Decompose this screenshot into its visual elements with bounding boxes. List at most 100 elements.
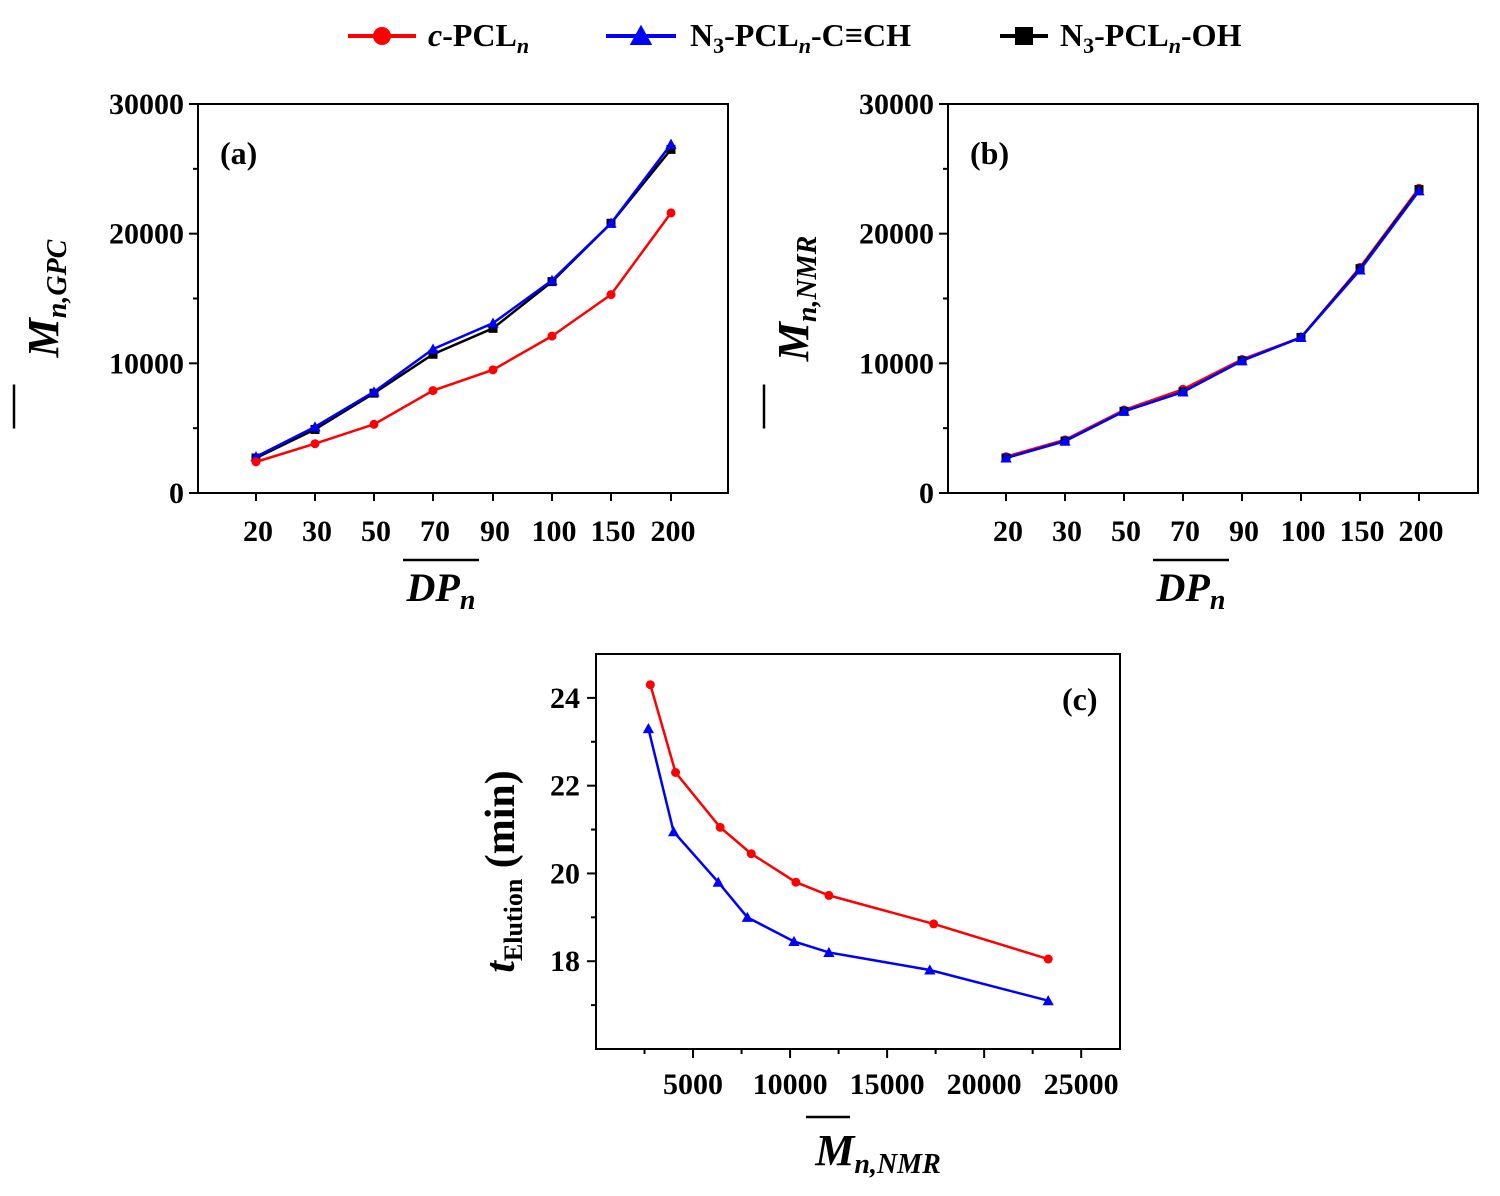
legend-label-tail: -C≡CH: [811, 17, 911, 53]
y-tick-label: 20: [550, 857, 580, 890]
x-tick-label: 100: [1281, 515, 1326, 548]
plot-frame: [947, 103, 1479, 494]
legend-marker-square: [1015, 27, 1033, 45]
legend: c-PCLn N3-PCLn-C≡CH N3-PCLn-OH: [348, 17, 1242, 58]
legend-label: N3-PCLn-C≡CH: [690, 17, 911, 58]
data-point: [368, 386, 380, 397]
data-point: [671, 768, 681, 777]
legend-marker-circle: [373, 27, 391, 45]
data-point: [487, 317, 499, 328]
y-tick-label: 10000: [859, 347, 934, 380]
data-point: [1295, 331, 1307, 342]
data-point: [369, 419, 379, 429]
y-axis-label-main: M: [19, 316, 68, 358]
data-point: [1354, 264, 1366, 275]
x-tick-label: 90: [1229, 515, 1259, 548]
data-point: [666, 144, 676, 154]
legend-label-prefix: c: [428, 17, 442, 53]
y-tick-label: 24: [550, 682, 580, 715]
series-line: [647, 728, 1049, 1002]
series-line: [255, 212, 673, 464]
panel-label: (c): [1062, 681, 1098, 717]
legend-label-sub: 3: [1083, 33, 1094, 58]
x-tick-label: 150: [1340, 515, 1385, 548]
data-point: [1177, 386, 1189, 397]
data-point: [741, 911, 754, 922]
data-point: [605, 217, 617, 228]
panel-label: (a): [220, 135, 257, 171]
x-tick-label: 50: [1111, 515, 1141, 548]
data-point: [668, 826, 680, 837]
legend-label-sub: n: [517, 33, 529, 58]
legend-label-sub2: n: [799, 33, 811, 58]
y-axis-label-sub: Elution: [499, 878, 528, 961]
data-point: [1000, 452, 1012, 463]
y-tick-label: 18: [550, 945, 580, 978]
x-axis-label-main: DP: [1156, 565, 1211, 610]
legend-label-tail: -OH: [1181, 17, 1242, 53]
data-point: [488, 323, 498, 333]
data-point: [791, 877, 801, 887]
data-point: [428, 349, 438, 359]
x-axis-label-sub: n: [1210, 585, 1226, 616]
data-point: [428, 386, 438, 396]
x-tick-label: 100: [532, 515, 577, 548]
y-tick-label: 30000: [859, 88, 934, 121]
legend-label-text: -PCL: [442, 17, 517, 53]
y-tick-label: 0: [169, 477, 184, 510]
data-point: [488, 365, 498, 375]
x-tick-label: 200: [651, 515, 696, 548]
data-point: [606, 290, 616, 300]
y-tick-label: 20000: [859, 218, 934, 251]
y-axis-label: tElution (min): [478, 770, 528, 973]
x-axis-label: DPn: [1156, 565, 1226, 616]
x-tick-label: 200: [1399, 515, 1444, 548]
series-line: [1005, 187, 1421, 458]
y-axis-label-sub: n,GPC: [42, 239, 73, 318]
data-point: [712, 876, 724, 887]
x-tick-label: 150: [591, 515, 636, 548]
data-point: [929, 919, 939, 929]
y-tick-label: 30000: [109, 88, 184, 121]
legend-label-text2: -PCL: [724, 17, 799, 53]
data-point: [310, 439, 320, 449]
legend-label-text2: -PCL: [1094, 17, 1169, 53]
x-axis-label: Mn,NMR: [814, 1126, 941, 1180]
x-tick-label: 20: [993, 515, 1023, 548]
data-point: [1059, 435, 1071, 446]
series-line: [255, 148, 672, 460]
x-tick-label: 20000: [947, 1068, 1022, 1101]
legend-label-sub2: n: [1169, 33, 1181, 58]
data-point: [1043, 954, 1053, 964]
x-tick-label: 30: [1052, 515, 1082, 548]
x-tick-label: 5000: [663, 1068, 723, 1101]
x-tick-label: 15000: [850, 1068, 925, 1101]
data-point: [823, 946, 835, 957]
data-point: [788, 935, 800, 946]
data-point: [824, 890, 834, 900]
x-tick-label: 90: [480, 515, 510, 548]
data-point: [547, 331, 557, 341]
panel-c-chart: 18 20 22 24 5000 10000 15000 20000 25000 (c) Mn,NM…: [478, 653, 1121, 1180]
y-tick-label: 0: [919, 477, 934, 510]
data-point: [645, 680, 655, 690]
x-tick-label: 70: [1170, 515, 1200, 548]
x-tick-label: 25000: [1044, 1068, 1119, 1101]
legend-label-text: N: [690, 17, 713, 53]
x-tick-label: 20: [243, 515, 273, 548]
plot-frame: [197, 103, 729, 494]
x-axis-label-sub: n,NMR: [854, 1149, 940, 1180]
series-line: [1005, 188, 1421, 460]
data-point: [665, 138, 677, 149]
panel-label: (b): [970, 135, 1009, 171]
legend-label: N3-PCLn-OH: [1060, 17, 1242, 58]
x-tick-label: 50: [361, 515, 391, 548]
panel-a-chart: 0 10000 20000 30000 20 30 50 70 90 100 150 200 (a) DP…: [12, 88, 729, 616]
y-axis-label: Mn,GPC: [19, 239, 73, 358]
x-axis-label-sub: n: [460, 585, 476, 616]
legend-marker-triangle: [629, 24, 653, 45]
data-point: [1413, 185, 1425, 196]
y-axis-label-main: t: [478, 960, 524, 973]
y-axis-label-sub: n,NMR: [792, 236, 823, 322]
